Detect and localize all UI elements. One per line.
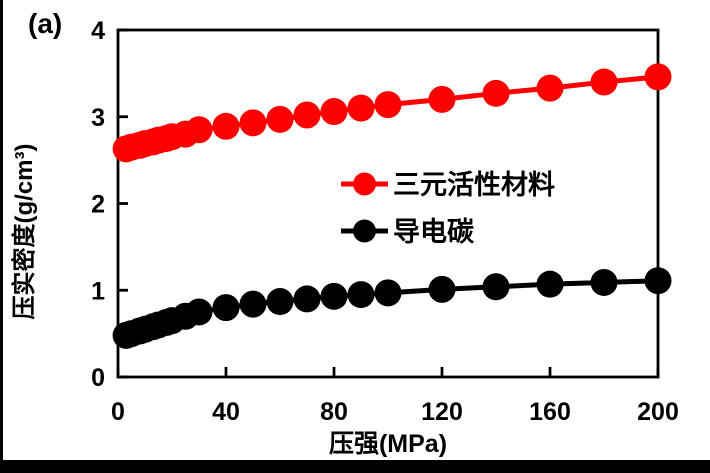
data-point bbox=[536, 270, 564, 298]
data-point bbox=[320, 282, 348, 310]
data-point bbox=[212, 294, 240, 322]
left-border-line bbox=[0, 0, 3, 473]
data-point bbox=[320, 98, 348, 126]
data-point bbox=[590, 268, 618, 296]
data-point bbox=[239, 290, 267, 318]
bottom-border-strip bbox=[0, 460, 710, 473]
x-tick-label: 120 bbox=[421, 398, 463, 426]
legend-marker-dot bbox=[353, 172, 376, 196]
y-tick-label: 3 bbox=[91, 104, 105, 132]
data-point bbox=[212, 112, 240, 140]
data-point bbox=[266, 288, 294, 316]
data-point bbox=[428, 275, 456, 303]
y-tick-label: 4 bbox=[91, 17, 105, 45]
data-point bbox=[374, 279, 402, 307]
data-point bbox=[482, 273, 510, 301]
data-point bbox=[428, 85, 456, 113]
data-point bbox=[590, 68, 618, 96]
data-point bbox=[185, 298, 213, 326]
x-tick-label: 160 bbox=[529, 398, 571, 426]
panel-label: (a) bbox=[28, 8, 63, 39]
y-tick-label: 2 bbox=[91, 191, 105, 219]
data-point bbox=[293, 285, 321, 313]
data-point bbox=[185, 116, 213, 144]
data-point bbox=[239, 109, 267, 137]
data-point bbox=[347, 281, 375, 309]
data-point bbox=[536, 74, 564, 102]
x-tick-label: 80 bbox=[320, 398, 348, 426]
data-point bbox=[482, 79, 510, 107]
x-tick-label: 200 bbox=[637, 398, 679, 426]
y-tick-label: 0 bbox=[91, 364, 105, 392]
legend-label: 三元活性材料 bbox=[393, 170, 555, 200]
data-point bbox=[347, 94, 375, 122]
x-tick-label: 0 bbox=[111, 398, 125, 426]
x-tick-label: 40 bbox=[212, 398, 240, 426]
data-point bbox=[644, 267, 672, 295]
y-axis-label: 压实密度(g/cm³) bbox=[10, 144, 38, 320]
data-point bbox=[266, 105, 294, 133]
y-tick-label: 1 bbox=[91, 277, 105, 305]
data-point bbox=[374, 91, 402, 119]
data-point bbox=[293, 101, 321, 129]
data-point bbox=[644, 63, 672, 91]
legend-marker-dot bbox=[353, 219, 376, 243]
x-axis-label: 压强(MPa) bbox=[329, 430, 447, 458]
legend-label: 导电碳 bbox=[393, 217, 475, 247]
